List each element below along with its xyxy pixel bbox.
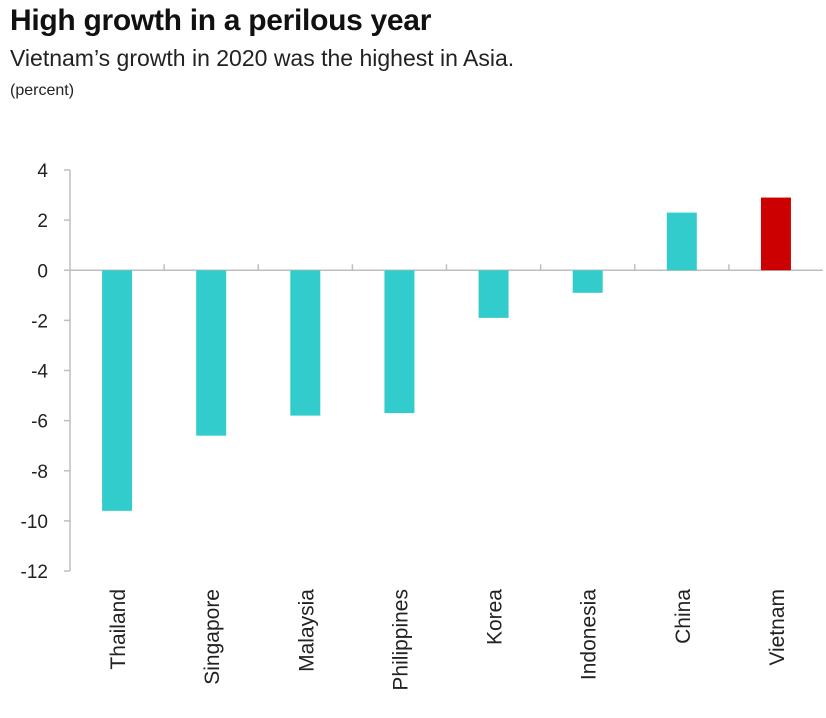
y-tick-label: -2: [31, 311, 48, 332]
bar-china: [666, 212, 697, 271]
category-label-china: China: [672, 589, 695, 644]
category-label-singapore: Singapore: [201, 589, 224, 685]
bar-thailand: [102, 270, 133, 511]
bar-philippines: [384, 270, 415, 414]
category-label-thailand: Thailand: [107, 589, 130, 670]
y-tick-label: 0: [37, 261, 48, 282]
bar-indonesia: [572, 270, 603, 293]
chart-title: High growth in a perilous year: [10, 4, 432, 37]
bar-malaysia: [290, 270, 321, 416]
y-tick-label: -8: [31, 462, 48, 483]
y-tick-label: -6: [31, 412, 48, 433]
y-tick-label: 4: [37, 161, 48, 182]
bar-vietnam: [760, 197, 791, 271]
category-label-malaysia: Malaysia: [295, 589, 318, 672]
y-tick-label: -4: [31, 362, 48, 383]
category-label-vietnam: Vietnam: [766, 589, 789, 666]
bar-korea: [478, 270, 509, 318]
chart-subtitle: Vietnam’s growth in 2020 was the highest…: [10, 45, 515, 71]
bar-singapore: [196, 270, 227, 436]
category-label-philippines: Philippines: [389, 589, 412, 691]
category-label-indonesia: Indonesia: [578, 589, 601, 680]
y-tick-label: -10: [21, 512, 48, 533]
category-label-korea: Korea: [484, 589, 507, 645]
chart-unit: (percent): [10, 82, 75, 99]
y-tick-label: -12: [21, 562, 48, 583]
y-tick-label: 2: [37, 211, 48, 232]
